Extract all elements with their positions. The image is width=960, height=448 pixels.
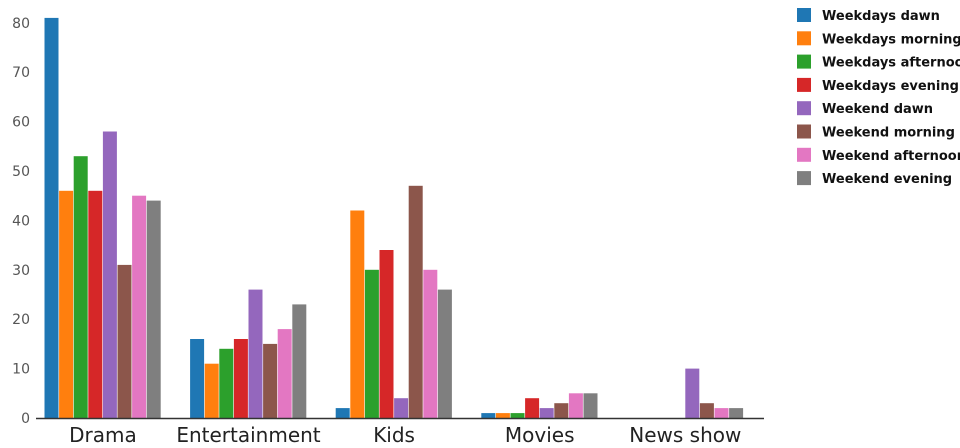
- bars-group: [44, 17, 744, 419]
- y-tick-label: 50: [12, 164, 30, 180]
- legend-swatch: [797, 31, 811, 46]
- bar: [539, 408, 554, 418]
- x-category-label: News show: [629, 423, 741, 447]
- bar: [568, 393, 583, 418]
- y-tick-label: 80: [12, 16, 30, 32]
- bar: [132, 195, 147, 418]
- bar: [714, 408, 729, 418]
- legend-label: Weekend morning: [822, 126, 955, 141]
- legend-label: Weekdays evening: [822, 79, 959, 94]
- bar: [248, 289, 263, 418]
- bar: [685, 368, 700, 418]
- bar: [408, 185, 423, 418]
- bar: [190, 339, 205, 418]
- legend-swatch: [797, 171, 811, 186]
- legend-swatch: [797, 54, 811, 69]
- legend-label: Weekdays dawn: [822, 9, 940, 24]
- x-category-label: Entertainment: [176, 423, 320, 447]
- bar: [495, 413, 510, 418]
- bar: [699, 403, 714, 418]
- x-category-label: Drama: [69, 423, 137, 447]
- y-tick-label: 60: [12, 115, 30, 131]
- y-tick-label: 10: [12, 362, 30, 378]
- y-tick-label: 70: [12, 65, 30, 81]
- legend-label: Weekend afternoon: [822, 149, 960, 164]
- bar: [204, 363, 219, 418]
- legend: Weekdays dawn Weekdays morning Weekdays af…: [797, 8, 960, 187]
- bar: [379, 250, 394, 418]
- legend-swatch: [797, 147, 811, 162]
- bar: [44, 17, 59, 419]
- bar: [525, 398, 540, 418]
- bar: [423, 269, 438, 418]
- y-tick-label: 0: [21, 411, 30, 427]
- bar: [146, 200, 161, 418]
- bar: [292, 304, 307, 418]
- bar: [481, 413, 496, 418]
- bar: [277, 329, 292, 418]
- x-category-label: Kids: [373, 423, 415, 447]
- bar: [364, 269, 379, 418]
- bar: [583, 393, 598, 418]
- legend-swatch: [797, 8, 811, 22]
- bar: [102, 131, 117, 418]
- bar: [335, 408, 350, 418]
- bar: [219, 348, 234, 418]
- legend-label: Weekend evening: [822, 172, 952, 187]
- legend-label: Weekend dawn: [822, 102, 933, 117]
- bar: [394, 398, 409, 418]
- legend-swatch: [797, 124, 811, 139]
- bar: [437, 289, 452, 418]
- y-tick-label: 20: [12, 312, 30, 328]
- bar: [88, 190, 103, 418]
- bar: [510, 413, 525, 418]
- bar: [263, 343, 278, 418]
- bar: [350, 210, 365, 418]
- y-tick-label: 40: [12, 213, 30, 229]
- x-axis-categories: Drama Entertainment Kids Movies News show: [69, 423, 741, 447]
- bar: [117, 264, 132, 418]
- bar: [554, 403, 569, 418]
- y-tick-label: 30: [12, 263, 30, 279]
- legend-label: Weekdays afternoon: [822, 56, 960, 71]
- bar: [233, 339, 248, 418]
- bar: [729, 408, 744, 418]
- legend-label: Weekdays morning: [822, 32, 960, 47]
- bar: [73, 156, 88, 418]
- x-category-label: Movies: [505, 423, 575, 447]
- bar: [59, 190, 74, 418]
- y-axis-ticks: 0 10 20 30 40 50 60 70 80: [12, 16, 30, 427]
- legend-swatch: [797, 77, 811, 92]
- legend-swatch: [797, 101, 811, 116]
